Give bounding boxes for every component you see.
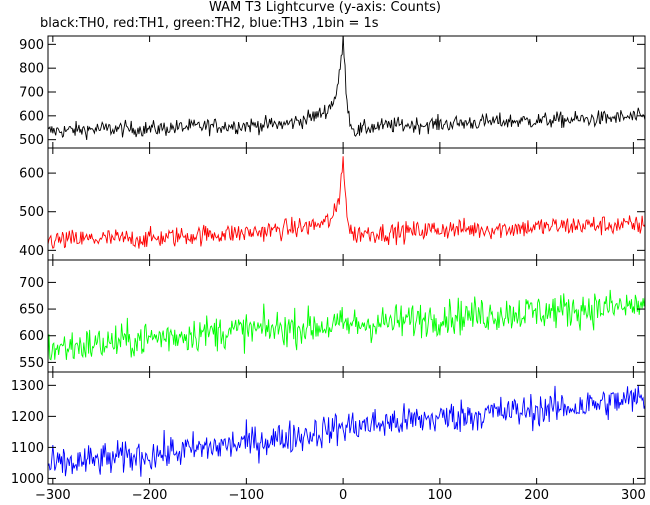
y-tick-label: 1200: [11, 410, 44, 425]
series-th1: [48, 156, 645, 249]
y-tick-label: 600: [19, 329, 44, 344]
x-tick-label: 200: [524, 488, 549, 503]
y-tick-label: 500: [19, 205, 44, 220]
y-tick-label: 900: [19, 38, 44, 53]
x-tick-label: 100: [427, 488, 452, 503]
y-tick-label: 700: [19, 276, 44, 291]
y-tick-label: 650: [19, 303, 44, 318]
x-tick-label: −200: [132, 488, 168, 503]
chart-subtitle: black:TH0, red:TH1, green:TH2, blue:TH3 …: [40, 16, 379, 31]
series-th0: [48, 36, 645, 141]
x-tick-label: 0: [339, 488, 347, 503]
y-tick-label: 550: [19, 356, 44, 371]
chart-title: WAM T3 Lightcurve (y-axis: Counts): [209, 0, 441, 15]
x-tick-label: 300: [621, 488, 646, 503]
y-tick-label: 500: [19, 133, 44, 148]
y-tick-label: 600: [19, 167, 44, 182]
y-tick-label: 1100: [11, 441, 44, 456]
x-tick-label: −300: [35, 488, 71, 503]
series-th2: [48, 289, 645, 361]
y-tick-label: 1300: [11, 379, 44, 394]
x-tick-label: −100: [228, 488, 264, 503]
panel-frame-th3: [47, 371, 646, 485]
y-tick-label: 800: [19, 62, 44, 77]
y-tick-label: 700: [19, 86, 44, 101]
y-tick-label: 400: [19, 244, 44, 259]
y-tick-label: 600: [19, 109, 44, 124]
series-th3: [48, 385, 645, 477]
y-tick-label: 1000: [11, 472, 44, 487]
